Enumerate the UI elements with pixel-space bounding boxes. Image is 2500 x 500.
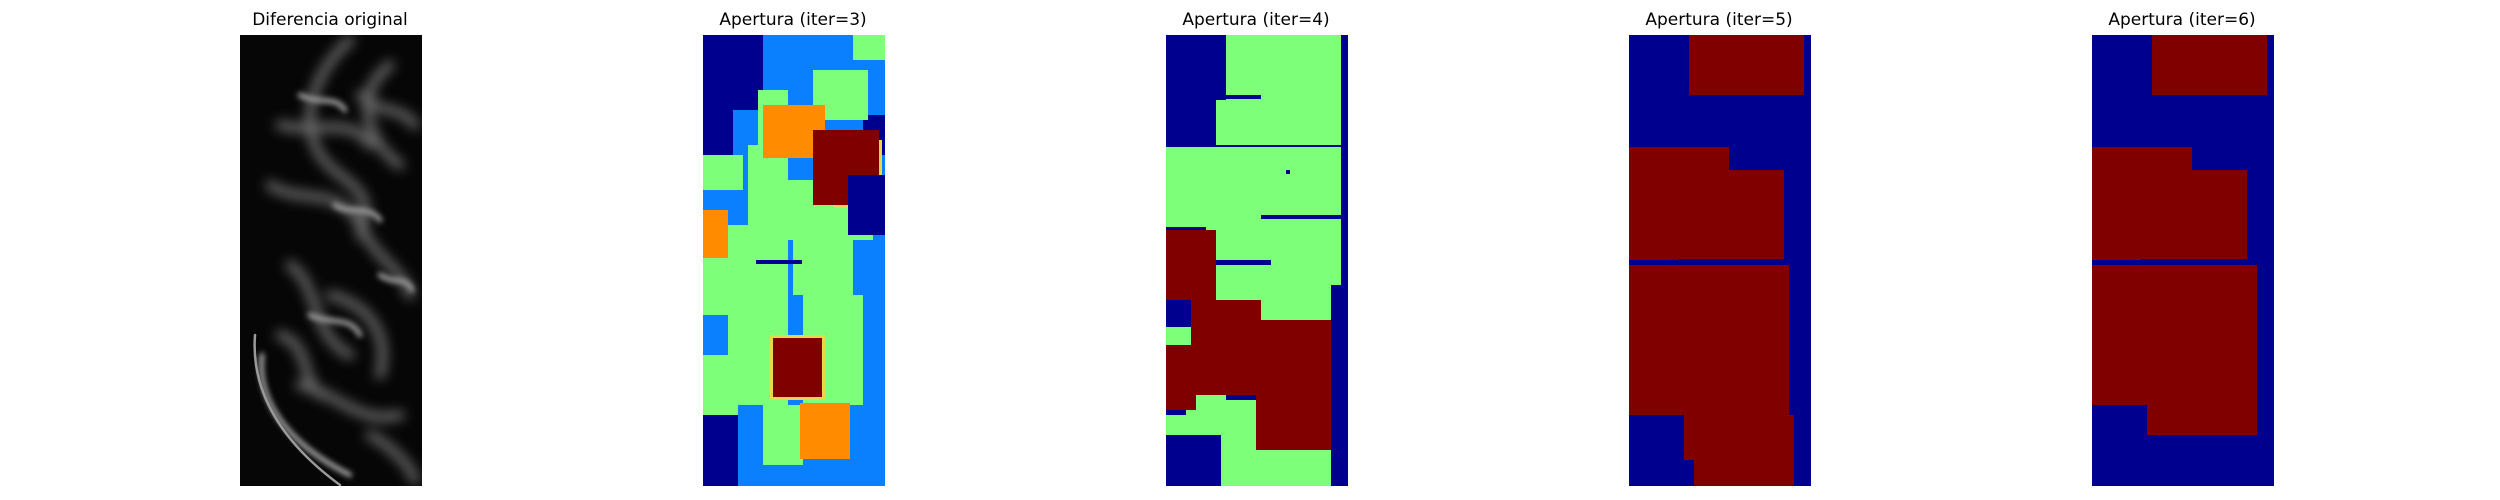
panel-iter-3: Apertura (iter=3): [613, 0, 973, 500]
panel-iter-5: Apertura (iter=5): [1539, 0, 1899, 500]
panel-iter-4: Apertura (iter=4): [1076, 0, 1436, 500]
panel-title: Diferencia original: [252, 10, 408, 30]
panel-iter-6: Apertura (iter=6): [2002, 0, 2362, 500]
panel-title: Apertura (iter=5): [1645, 10, 1793, 30]
panel-title: Apertura (iter=4): [1182, 10, 1330, 30]
panel-title: Apertura (iter=6): [2108, 10, 2256, 30]
panel-title: Apertura (iter=3): [719, 10, 867, 30]
label-map-iter-6: [2092, 35, 2274, 486]
label-map-iter-4: [1166, 35, 1348, 486]
label-map-iter-5: [1629, 35, 1811, 486]
original-difference-image: [240, 35, 422, 486]
label-map-iter-3: [703, 35, 885, 486]
panel-original: Diferencia original: [150, 0, 510, 500]
